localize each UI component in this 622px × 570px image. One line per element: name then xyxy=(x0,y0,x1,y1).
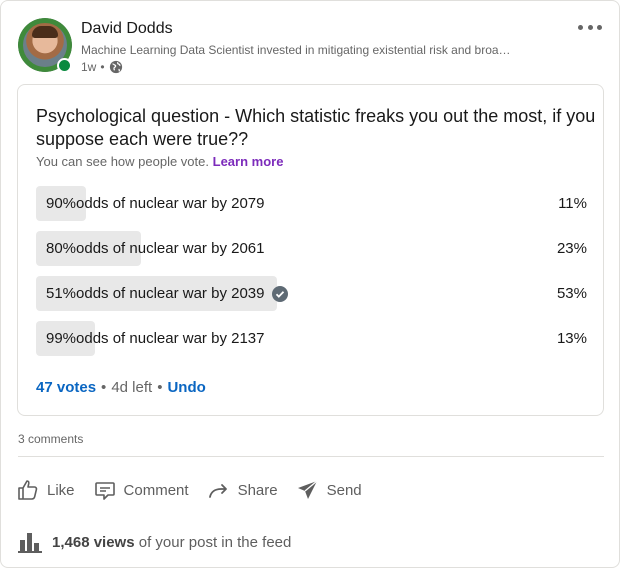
post-meta: 1w • xyxy=(81,60,123,74)
poll-option[interactable]: 80%odds of nuclear war by 2061 23% xyxy=(36,231,587,266)
poll-option-text: 80%odds of nuclear war by 2061 xyxy=(46,240,265,257)
share-label: Share xyxy=(237,481,278,499)
poll-option-label: 51%odds of nuclear war by 2039 xyxy=(46,285,289,302)
poll-option-text: 99%odds of nuclear war by 2137 xyxy=(46,330,265,347)
meta-separator: • xyxy=(100,60,105,74)
chart-icon xyxy=(18,533,42,553)
comments-count[interactable]: 3 comments xyxy=(18,432,84,446)
like-label: Like xyxy=(47,481,75,499)
poll-option-percent: 11% xyxy=(558,195,587,212)
learn-more-link[interactable]: Learn more xyxy=(212,154,284,169)
like-icon xyxy=(18,480,38,500)
send-button[interactable]: Send xyxy=(296,475,362,505)
author-headline: Machine Learning Data Scientist invested… xyxy=(81,43,511,57)
views-suffix: of your post in the feed xyxy=(138,533,292,551)
undo-vote-link[interactable]: Undo xyxy=(167,379,206,396)
author-name[interactable]: David Dodds xyxy=(81,20,173,37)
time-left: 4d left xyxy=(111,379,153,396)
poll-visibility-note: You can see how people vote. Learn more xyxy=(36,154,283,169)
avatar[interactable] xyxy=(18,18,72,72)
globe-icon xyxy=(109,60,122,74)
poll: Psychological question - Which statistic… xyxy=(17,84,604,416)
comment-label: Comment xyxy=(123,481,189,499)
comment-icon xyxy=(94,482,115,500)
share-icon xyxy=(208,484,227,498)
poll-option-percent: 53% xyxy=(556,285,587,302)
poll-question: Psychological question - Which statistic… xyxy=(36,106,596,149)
poll-option-text: 90%odds of nuclear war by 2079 xyxy=(46,195,265,212)
send-label: Send xyxy=(326,481,362,499)
divider xyxy=(18,456,604,457)
poll-option-percent: 23% xyxy=(556,240,587,257)
share-button[interactable]: Share xyxy=(207,475,278,505)
poll-option-label: 90%odds of nuclear war by 2079 xyxy=(46,195,264,212)
poll-option[interactable]: 90%odds of nuclear war by 2079 11% xyxy=(36,186,587,221)
footer-dot: • xyxy=(101,379,107,396)
comment-button[interactable]: Comment xyxy=(93,475,189,505)
post-analytics[interactable]: 1,468 views of your post in the feed xyxy=(18,531,291,553)
footer-dot: • xyxy=(157,379,163,396)
poll-option[interactable]: 99%odds of nuclear war by 2137 13% xyxy=(36,321,587,356)
poll-option-label: 99%odds of nuclear war by 2137 xyxy=(46,330,264,347)
online-status-dot xyxy=(57,58,72,73)
poll-option-bar xyxy=(36,186,86,221)
send-icon xyxy=(297,480,318,499)
views-count: 1,468 views xyxy=(52,533,135,551)
check-icon xyxy=(272,285,289,302)
more-options-icon[interactable] xyxy=(576,19,604,35)
poll-footer: 47 votes • 4d left • Undo xyxy=(36,379,206,396)
poll-option-bar xyxy=(36,231,141,266)
poll-option-percent: 13% xyxy=(556,330,587,347)
poll-option-label: 80%odds of nuclear war by 2061 xyxy=(46,240,264,257)
like-button[interactable]: Like xyxy=(16,475,75,505)
post-time: 1w xyxy=(81,60,97,74)
action-bar: Like Comment Share Send xyxy=(16,475,380,505)
poll-option-text: 51%odds of nuclear war by 2039 xyxy=(46,285,265,302)
poll-option[interactable]: 51%odds of nuclear war by 2039 53% xyxy=(36,276,587,311)
poll-note-text: You can see how people vote. xyxy=(36,154,209,169)
votes-link[interactable]: 47 votes xyxy=(36,379,97,396)
open-to-work-ring xyxy=(18,18,72,72)
poll-option-bar xyxy=(36,276,277,311)
poll-option-bar xyxy=(36,321,95,356)
